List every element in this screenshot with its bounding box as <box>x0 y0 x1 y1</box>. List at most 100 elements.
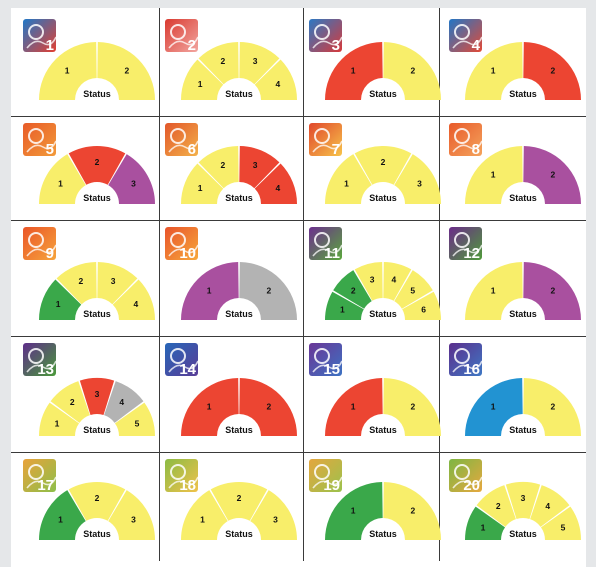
gauge-segment-2 <box>68 145 126 185</box>
status-label: Status <box>369 89 397 99</box>
indicator-panel-18: 1 2 3 Status 18 <box>161 454 297 554</box>
gauge-segment-4 <box>254 59 297 100</box>
gauge-segment-1 <box>465 378 523 436</box>
grid-divider-horizontal <box>11 220 586 221</box>
gauge-segment-2 <box>333 270 372 309</box>
gauge-segment-2 <box>97 42 155 100</box>
segment-label: 1 <box>491 170 496 180</box>
indicator-panel-15: 1 2 Status 15 <box>305 338 441 450</box>
segment-label: 1 <box>351 402 356 412</box>
status-gauge: 1 2 3 4 Status <box>181 42 297 100</box>
segment-label: 2 <box>551 170 556 180</box>
gauge-segment-4 <box>254 163 297 204</box>
panel-number: 16 <box>463 361 480 376</box>
segment-label: 2 <box>411 402 416 412</box>
gauge-segment-3 <box>250 490 297 540</box>
gauge-segment-1 <box>465 146 523 204</box>
indicator-panel-14: 1 2 Status 14 <box>161 338 297 450</box>
segment-label: 2 <box>381 157 386 167</box>
segment-label: 1 <box>58 514 63 524</box>
status-gauge: 1 2 Status <box>465 378 581 436</box>
panel-number: 9 <box>46 245 54 260</box>
segment-label: 1 <box>58 178 63 188</box>
gauge-segment-1 <box>181 490 228 540</box>
status-label: Status <box>369 425 397 435</box>
segment-label: 1 <box>56 299 61 309</box>
grid-divider-vertical <box>439 8 440 561</box>
segment-label: 3 <box>111 276 116 286</box>
animal-icon: 12 <box>449 227 482 260</box>
gauge-segment-3 <box>79 377 115 415</box>
panel-number: 8 <box>472 141 480 156</box>
panel-number: 6 <box>188 141 196 156</box>
status-gauge: 1 2 3 4 5 Status <box>465 481 581 540</box>
panel-number: 20 <box>463 477 480 492</box>
status-label: Status <box>369 529 397 539</box>
grid-divider-horizontal <box>11 336 586 337</box>
segment-label: 3 <box>370 274 375 284</box>
segment-label: 4 <box>545 501 550 511</box>
gauge-segment-1 <box>39 154 86 204</box>
segment-label: 3 <box>131 178 136 188</box>
bubbles-icon: 10 <box>165 227 198 260</box>
grid-divider-horizontal <box>11 116 586 117</box>
status-label: Status <box>83 309 111 319</box>
status-label: Status <box>225 193 253 203</box>
segment-label: 2 <box>221 160 226 170</box>
gauge-segment-1 <box>325 482 383 540</box>
status-gauge: 1 2 Status <box>181 262 297 320</box>
status-label: Status <box>509 309 537 319</box>
segment-label: 3 <box>253 56 258 66</box>
gauge-segment-1 <box>325 154 372 204</box>
segment-label: 2 <box>79 276 84 286</box>
gauge-segment-2 <box>383 482 441 540</box>
segment-label: 1 <box>340 304 345 314</box>
panel-number: 13 <box>37 361 54 376</box>
segment-label: 1 <box>491 402 496 412</box>
panel-number: 4 <box>472 37 481 52</box>
gauge-segment-4 <box>112 279 155 320</box>
segment-label: 1 <box>207 402 212 412</box>
indicator-panel-11: 1 2 3 4 5 6 Status 11 <box>305 222 441 334</box>
panel-number: 5 <box>46 141 54 156</box>
gauge-segment-5 <box>394 270 433 309</box>
segment-label: 1 <box>198 183 203 193</box>
segment-label: 2 <box>221 56 226 66</box>
status-label: Status <box>225 89 253 99</box>
landscape-icon: 8 <box>449 123 482 156</box>
panel-number: 17 <box>37 477 54 492</box>
status-gauge: 1 2 Status <box>325 482 441 540</box>
gauge-segment-1 <box>465 506 506 540</box>
segment-label: 4 <box>119 397 124 407</box>
gauge-segment-1 <box>181 262 239 320</box>
field-crops-icon: 18 <box>165 459 198 492</box>
indicator-panel-10: 1 2 Status 10 <box>161 222 297 334</box>
panel-number: 18 <box>179 477 196 492</box>
gauge-segment-1 <box>325 291 364 320</box>
grid-divider-vertical <box>303 8 304 561</box>
gauge-segment-2 <box>476 485 516 527</box>
segment-label: 2 <box>496 501 501 511</box>
segment-label: 1 <box>491 286 496 296</box>
indicator-panel-17: 1 2 3 Status 17 <box>19 454 155 554</box>
gauge-segment-3 <box>505 481 541 519</box>
segment-label: 1 <box>207 286 212 296</box>
segment-label: 1 <box>65 66 70 76</box>
globe-grid-icon: 13 <box>23 343 56 376</box>
leaf-icon: 16 <box>449 343 482 376</box>
segment-label: 2 <box>411 506 416 516</box>
status-label: Status <box>509 193 537 203</box>
gauge-segment-3 <box>108 490 155 540</box>
segment-label: 2 <box>551 402 556 412</box>
segment-label: 1 <box>351 506 356 516</box>
gauge-segment-2 <box>383 42 441 100</box>
indicator-panel-1: 1 2 Status 1 <box>19 14 155 114</box>
gauge-segment-3 <box>394 154 441 204</box>
segment-label: 2 <box>95 157 100 167</box>
indicator-panel-5: 1 2 3 Status 5 <box>19 118 155 218</box>
segment-label: 3 <box>417 178 422 188</box>
segment-label: 5 <box>410 285 415 295</box>
segment-label: 2 <box>551 286 556 296</box>
gauge-segment-2 <box>523 378 581 436</box>
panel-number: 10 <box>179 245 196 260</box>
